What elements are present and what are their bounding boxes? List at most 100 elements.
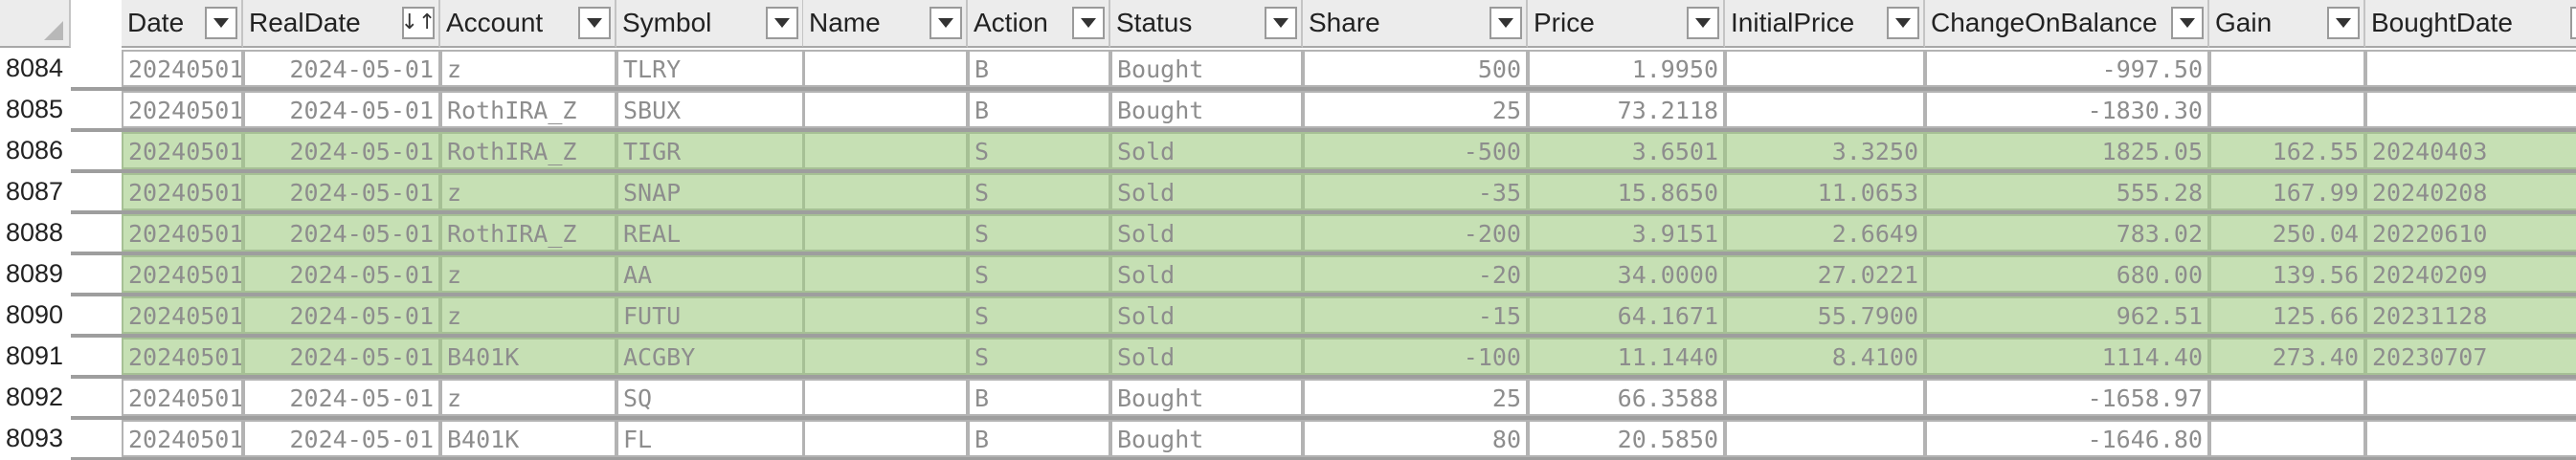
cell-date[interactable]: 20240501 [122,420,243,457]
cell-changeonbalance[interactable]: 783.02 [1925,214,2209,252]
cell-initialprice[interactable]: 27.0221 [1725,255,1925,293]
cell-changeonbalance[interactable]: -1658.97 [1925,379,2209,416]
cell-changeonbalance[interactable]: -997.50 [1925,50,2209,87]
row-number[interactable]: 8090 [0,295,71,336]
cell-action[interactable]: B [968,91,1110,128]
cell-date[interactable]: 20240501 [122,296,243,334]
cell-initialprice[interactable]: 55.7900 [1725,296,1925,334]
cell-date[interactable]: 20240501 [122,214,243,252]
cell-changeonbalance[interactable]: 1114.40 [1925,338,2209,375]
cell-action[interactable]: B [968,50,1110,87]
filter-dropdown-icon[interactable] [2171,7,2204,39]
cell-price[interactable]: 66.3588 [1528,379,1725,416]
cell-initialprice[interactable] [1725,420,1925,457]
filter-dropdown-icon[interactable] [930,7,962,39]
cell-name[interactable] [803,132,968,169]
cell-realdate[interactable]: 2024-05-01 [243,420,440,457]
column-header-initialprice[interactable]: InitialPrice [1725,0,1925,48]
cell-gain[interactable] [2209,420,2365,457]
cell-initialprice[interactable]: 2.6649 [1725,214,1925,252]
filter-dropdown-icon[interactable] [1490,7,1522,39]
cell-boughtdate[interactable]: 20240403 [2365,132,2576,169]
cell-realdate[interactable]: 2024-05-01 [243,91,440,128]
cell-gain[interactable]: 167.99 [2209,173,2365,210]
column-header-changeonbalance[interactable]: ChangeOnBalance [1925,0,2209,48]
cell-date[interactable]: 20240501 [122,255,243,293]
cell-boughtdate[interactable] [2365,420,2576,457]
cell-status[interactable]: Bought [1110,420,1303,457]
cell-initialprice[interactable]: 3.3250 [1725,132,1925,169]
filter-dropdown-icon[interactable] [2327,7,2360,39]
filter-dropdown-icon[interactable] [1072,7,1105,39]
cell-price[interactable]: 11.1440 [1528,338,1725,375]
row-number[interactable]: 8093 [0,418,71,459]
cell-changeonbalance[interactable]: 680.00 [1925,255,2209,293]
cell-share[interactable]: -200 [1303,214,1528,252]
cell-share[interactable]: -15 [1303,296,1528,334]
filter-dropdown-icon[interactable] [766,7,798,39]
cell-changeonbalance[interactable]: -1830.30 [1925,91,2209,128]
row-number[interactable]: 8086 [0,130,71,171]
cell-price[interactable]: 15.8650 [1528,173,1725,210]
cell-gain[interactable] [2209,379,2365,416]
cell-gain[interactable]: 162.55 [2209,132,2365,169]
cell-boughtdate[interactable]: 20230707 [2365,338,2576,375]
cell-account[interactable]: z [440,296,616,334]
column-header-gain[interactable]: Gain [2209,0,2365,48]
cell-symbol[interactable]: FUTU [616,296,804,334]
cell-date[interactable]: 20240501 [122,50,243,87]
filter-sorted-ascending-icon[interactable]: ↓↑ [401,7,436,39]
cell-price[interactable]: 73.2118 [1528,91,1725,128]
column-header-symbol[interactable]: Symbol [616,0,804,48]
cell-share[interactable]: 500 [1303,50,1528,87]
select-all-corner[interactable] [0,0,71,48]
cell-status[interactable]: Bought [1110,91,1303,128]
column-header-boughtdate[interactable]: BoughtDate [2365,0,2576,48]
cell-realdate[interactable]: 2024-05-01 [243,214,440,252]
row-number[interactable]: 8084 [0,48,71,89]
filter-dropdown-icon[interactable] [205,7,237,39]
cell-realdate[interactable]: 2024-05-01 [243,132,440,169]
cell-action[interactable]: B [968,379,1110,416]
filter-dropdown-icon[interactable] [1265,7,1297,39]
cell-realdate[interactable]: 2024-05-01 [243,338,440,375]
cell-price[interactable]: 20.5850 [1528,420,1725,457]
cell-account[interactable]: z [440,173,616,210]
row-number[interactable]: 8087 [0,171,71,212]
cell-share[interactable]: -20 [1303,255,1528,293]
cell-account[interactable]: RothIRA_Z [440,132,616,169]
cell-initialprice[interactable]: 8.4100 [1725,338,1925,375]
cell-symbol[interactable]: REAL [616,214,804,252]
column-header-account[interactable]: Account [440,0,616,48]
cell-name[interactable] [803,420,968,457]
cell-action[interactable]: S [968,214,1110,252]
cell-status[interactable]: Bought [1110,379,1303,416]
cell-gain[interactable]: 273.40 [2209,338,2365,375]
cell-price[interactable]: 3.6501 [1528,132,1725,169]
cell-status[interactable]: Sold [1110,255,1303,293]
cell-date[interactable]: 20240501 [122,91,243,128]
cell-account[interactable]: RothIRA_Z [440,214,616,252]
cell-symbol[interactable]: ACGBY [616,338,804,375]
cell-status[interactable]: Sold [1110,338,1303,375]
cell-initialprice[interactable] [1725,91,1925,128]
cell-gain[interactable]: 250.04 [2209,214,2365,252]
cell-realdate[interactable]: 2024-05-01 [243,173,440,210]
cell-boughtdate[interactable] [2365,91,2576,128]
cell-boughtdate[interactable]: 20240208 [2365,173,2576,210]
cell-changeonbalance[interactable]: 1825.05 [1925,132,2209,169]
cell-action[interactable]: S [968,132,1110,169]
cell-action[interactable]: S [968,255,1110,293]
cell-price[interactable]: 1.9950 [1528,50,1725,87]
cell-realdate[interactable]: 2024-05-01 [243,255,440,293]
cell-account[interactable]: z [440,255,616,293]
cell-date[interactable]: 20240501 [122,379,243,416]
cell-share[interactable]: 80 [1303,420,1528,457]
cell-action[interactable]: S [968,296,1110,334]
cell-realdate[interactable]: 2024-05-01 [243,296,440,334]
cell-name[interactable] [803,214,968,252]
cell-action[interactable]: S [968,338,1110,375]
cell-price[interactable]: 34.0000 [1528,255,1725,293]
cell-realdate[interactable]: 2024-05-01 [243,379,440,416]
